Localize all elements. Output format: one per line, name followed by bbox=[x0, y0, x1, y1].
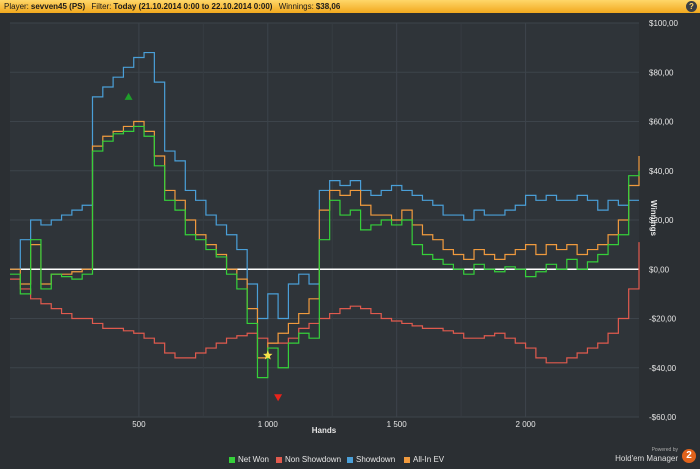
y-tick-label: $20,00 bbox=[649, 216, 674, 225]
x-axis: 500 1 000 1 500 2 000 bbox=[132, 420, 536, 429]
x-tick-label: 1 500 bbox=[387, 420, 408, 429]
series-markers bbox=[124, 92, 283, 402]
min-marker bbox=[274, 394, 283, 402]
legend-swatch bbox=[229, 456, 235, 463]
y-tick-label: $60,00 bbox=[649, 118, 674, 127]
winnings-graph: $100,00 $80,00 $60,00 $40,00 $20,00 $0,00 -$20… bbox=[10, 19, 678, 435]
y-tick-label: -$60,00 bbox=[649, 413, 677, 422]
filter-value: Today (21.10.2014 0:00 to 22.10.2014 0:0… bbox=[113, 2, 273, 11]
holdem-manager-logo: Powered by Hold'em Manager 2 bbox=[606, 447, 696, 467]
series-line-net-won bbox=[10, 125, 640, 379]
series-lines bbox=[10, 51, 640, 379]
y-tick-label: $0,00 bbox=[649, 265, 670, 274]
player-label: Player: bbox=[4, 2, 29, 11]
winnings-label: Winnings: bbox=[278, 2, 314, 11]
legend-allin-ev[interactable]: All-In EV bbox=[404, 455, 444, 464]
legend-swatch bbox=[276, 456, 282, 463]
x-tick-label: 2 000 bbox=[516, 420, 537, 429]
version-badge: 2 bbox=[682, 449, 696, 463]
filter-label: Filter: bbox=[91, 2, 112, 11]
series-line-non-showdown bbox=[10, 242, 640, 364]
x-tick-label: 1 000 bbox=[258, 420, 279, 429]
x-axis-label: Hands bbox=[312, 426, 337, 435]
help-icon[interactable]: ? bbox=[686, 1, 697, 12]
y-axis-label: Winnings bbox=[649, 200, 658, 236]
filter-header-bar: Player: sevven45 (PS) Filter: Today (21.10… bbox=[0, 0, 700, 13]
y-tick-label: -$20,00 bbox=[649, 315, 677, 324]
legend-label: All-In EV bbox=[413, 455, 445, 464]
legend-label: Net Won bbox=[238, 455, 269, 464]
legend-label: Showdown bbox=[356, 455, 396, 464]
powered-by-text: Powered by bbox=[651, 447, 678, 453]
y-tick-label: $40,00 bbox=[649, 167, 674, 176]
player-value: sevven45 (PS) bbox=[30, 2, 86, 11]
y-axis: $100,00 $80,00 $60,00 $40,00 $20,00 $0,00 -$20… bbox=[649, 19, 678, 422]
legend-label: Non Showdown bbox=[285, 455, 342, 464]
y-tick-label: -$40,00 bbox=[649, 364, 677, 373]
y-tick-label: $100,00 bbox=[649, 19, 678, 28]
y-tick-label: $80,00 bbox=[649, 68, 674, 77]
x-tick-label: 500 bbox=[132, 420, 146, 429]
legend-non-showdown[interactable]: Non Showdown bbox=[276, 455, 341, 464]
brand-name: Hold'em Manager bbox=[615, 454, 678, 463]
legend-showdown[interactable]: Showdown bbox=[347, 455, 395, 464]
legend-swatch bbox=[404, 456, 410, 463]
star-marker bbox=[263, 350, 273, 360]
legend-swatch bbox=[347, 456, 353, 463]
winnings-value: $38,06 bbox=[315, 2, 341, 11]
max-marker bbox=[124, 92, 133, 100]
legend-net-won[interactable]: Net Won bbox=[229, 455, 269, 464]
